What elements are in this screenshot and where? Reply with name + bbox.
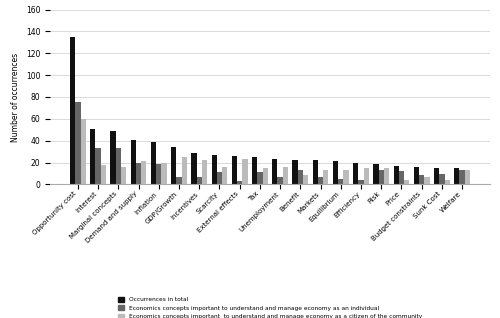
Bar xyxy=(374,164,378,184)
Bar xyxy=(292,160,298,184)
Bar xyxy=(399,171,404,184)
Bar xyxy=(182,157,187,184)
Bar xyxy=(358,180,364,184)
Bar xyxy=(130,140,136,184)
Bar xyxy=(353,162,358,184)
Bar xyxy=(333,162,338,184)
Bar xyxy=(171,147,176,184)
Legend: Occurrences in total, Economics concepts important to understand and manage econ: Occurrences in total, Economics concepts… xyxy=(117,296,423,318)
Bar xyxy=(460,170,464,184)
Bar xyxy=(156,164,162,184)
Bar xyxy=(76,102,80,184)
Bar xyxy=(212,155,217,184)
Bar xyxy=(394,166,399,184)
Bar xyxy=(312,160,318,184)
Bar xyxy=(272,159,278,184)
Bar xyxy=(424,177,430,184)
Bar xyxy=(404,180,409,184)
Bar xyxy=(318,177,323,184)
Bar xyxy=(464,170,470,184)
Bar xyxy=(202,160,207,184)
Bar xyxy=(100,165,106,184)
Bar xyxy=(176,177,182,184)
Bar xyxy=(414,167,419,184)
Bar xyxy=(444,180,450,184)
Bar xyxy=(217,172,222,184)
Bar xyxy=(116,149,121,184)
Bar xyxy=(338,179,344,184)
Bar xyxy=(242,159,248,184)
Bar xyxy=(192,153,196,184)
Bar xyxy=(323,170,328,184)
Bar xyxy=(151,142,156,184)
Bar xyxy=(121,167,126,184)
Bar xyxy=(278,177,282,184)
Bar xyxy=(136,162,141,184)
Bar xyxy=(141,162,146,184)
Bar xyxy=(364,168,369,184)
Bar xyxy=(258,172,262,184)
Bar xyxy=(303,175,308,184)
Bar xyxy=(196,177,202,184)
Bar xyxy=(282,167,288,184)
Bar xyxy=(80,119,86,184)
Bar xyxy=(454,168,460,184)
Bar xyxy=(440,174,444,184)
Bar xyxy=(378,170,384,184)
Bar xyxy=(222,167,228,184)
Bar xyxy=(110,131,116,184)
Bar xyxy=(96,149,100,184)
Y-axis label: Number of occurrences: Number of occurrences xyxy=(11,52,20,142)
Bar xyxy=(162,162,166,184)
Bar xyxy=(419,175,424,184)
Bar xyxy=(90,129,96,184)
Bar xyxy=(70,37,75,184)
Bar xyxy=(252,157,258,184)
Bar xyxy=(434,168,440,184)
Bar xyxy=(384,168,389,184)
Bar xyxy=(232,156,237,184)
Bar xyxy=(344,170,348,184)
Bar xyxy=(237,181,242,184)
Bar xyxy=(262,168,268,184)
Bar xyxy=(298,170,303,184)
